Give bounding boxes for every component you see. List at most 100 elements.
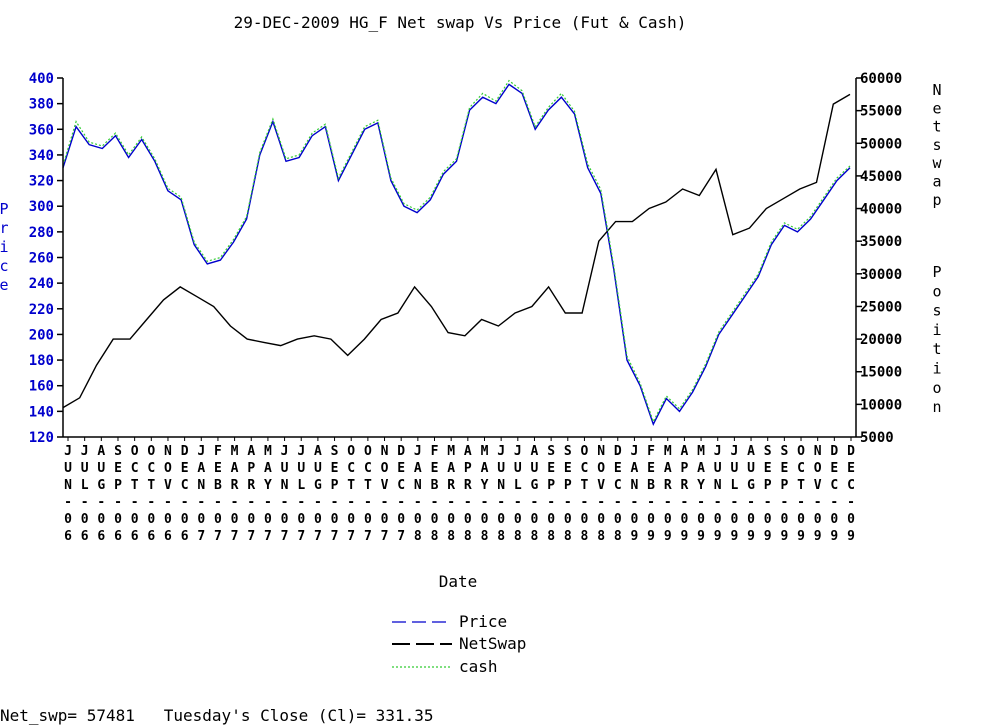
x-tick-label: MAY 0 9 - [697, 444, 705, 544]
x-tick-char: 0 [164, 512, 172, 527]
x-tick-label: JUN 0 6 - [64, 444, 72, 544]
x-tick-char: C [397, 478, 405, 493]
x-tick-char: 0 [531, 512, 539, 527]
x-tick-label: APR 0 8 - [464, 444, 472, 544]
x-tick-char: C [131, 461, 139, 476]
x-tick-char: E [780, 461, 788, 476]
series-line-price [62, 83, 851, 426]
x-tick-char: E [830, 461, 838, 476]
x-tick-label: SEP 0 8 - [564, 444, 572, 544]
x-tick-char: P [464, 461, 472, 476]
x-tick-char: 9 [830, 529, 838, 544]
x-tick-char: 0 [597, 512, 605, 527]
x-tick-char: E [431, 461, 439, 476]
x-tick-char: 9 [680, 529, 688, 544]
x-tick-separator: - [381, 495, 389, 510]
x-tick-label: MAR 0 7 - [231, 444, 239, 544]
x-tick-label: NOV 0 7 - [381, 444, 389, 544]
y-label-left-char: r [0, 219, 9, 237]
x-tick-char: 0 [97, 512, 105, 527]
x-tick-char: A [464, 444, 472, 459]
legend-label-price: Price [459, 612, 507, 631]
x-tick-char: R [664, 478, 672, 493]
x-tick-label: JUL 0 6 - [81, 444, 89, 544]
x-tick-char: E [547, 461, 555, 476]
x-tick-separator: - [347, 495, 355, 510]
x-tick-char: 0 [481, 512, 489, 527]
x-tick-separator: - [847, 495, 855, 510]
x-tick-char: B [431, 478, 439, 493]
y-tick-label-right: 60000 [860, 71, 902, 87]
y-tick-label-left: 120 [29, 430, 54, 446]
x-tick-char: U [730, 461, 738, 476]
x-tick-char: 0 [564, 512, 572, 527]
y-tick-label-left: 160 [29, 379, 54, 395]
x-tick-char: 0 [614, 512, 622, 527]
x-tick-char: E [114, 461, 122, 476]
x-tick-label: FEB 0 8 - [431, 444, 439, 544]
y-tick-label-left: 200 [29, 327, 54, 343]
x-tick-char: A [481, 461, 489, 476]
x-tick-char: 0 [631, 512, 639, 527]
x-tick-char: O [347, 444, 355, 459]
y-axis-left: 120 140 160 180 200 220 240 260 280 300 320 340 360 3… [29, 71, 64, 446]
x-tick-label: AUG 0 9 - [747, 444, 755, 544]
y-tick-label-left: 240 [29, 276, 54, 292]
y-tick-label-right: 10000 [860, 397, 902, 413]
x-tick-separator: - [64, 495, 72, 510]
y-label-right-char: s [932, 302, 941, 320]
x-tick-char: T [147, 478, 155, 493]
x-tick-char: 9 [697, 529, 705, 544]
x-tick-label: SEP 0 6 - [114, 444, 122, 544]
y-tick-label-left: 260 [29, 251, 54, 267]
x-tick-char: M [697, 444, 705, 459]
x-tick-char: O [381, 461, 389, 476]
x-tick-char: 8 [497, 529, 505, 544]
x-tick-char: 0 [197, 512, 205, 527]
x-tick-char: U [714, 461, 722, 476]
x-tick-char: 0 [297, 512, 305, 527]
x-tick-label: DEC 0 7 - [397, 444, 405, 544]
y-tick-label-left: 280 [29, 225, 54, 241]
x-tick-char: A [531, 444, 539, 459]
x-tick-separator: - [197, 495, 205, 510]
x-tick-char: D [614, 444, 622, 459]
x-tick-char: J [414, 444, 422, 459]
x-tick-separator: - [414, 495, 422, 510]
x-tick-label: MAY 0 8 - [481, 444, 489, 544]
y-axis-right: 5000 10000 15000 20000 25000 30000 35000 40000 4… [855, 71, 902, 446]
x-tick-label: DEC 0 9 - [847, 444, 855, 544]
x-tick-label: JUN 0 9 - [714, 444, 722, 544]
x-tick-char: D [847, 444, 855, 459]
series-line-cash [62, 79, 851, 424]
y-tick-label-right: 15000 [860, 365, 902, 381]
x-tick-separator: - [780, 495, 788, 510]
x-tick-char: T [581, 478, 589, 493]
x-tick-char: 8 [614, 529, 622, 544]
x-tick-char: 7 [231, 529, 239, 544]
x-tick-separator: - [564, 495, 572, 510]
x-tick-char: R [447, 478, 455, 493]
x-tick-char: C [614, 478, 622, 493]
x-tick-label: MAR 0 8 - [447, 444, 455, 544]
x-tick-separator: - [680, 495, 688, 510]
x-tick-char: D [397, 444, 405, 459]
x-tick-char: O [597, 461, 605, 476]
y-tick-label-right: 25000 [860, 299, 902, 315]
x-tick-char: S [764, 444, 772, 459]
x-tick-separator: - [81, 495, 89, 510]
x-tick-char: R [464, 478, 472, 493]
x-tick-label: FEB 0 7 - [214, 444, 222, 544]
x-tick-char: M [447, 444, 455, 459]
y-label-right-char: o [932, 379, 941, 397]
x-tick-char: 0 [181, 512, 189, 527]
x-tick-char: C [847, 478, 855, 493]
x-tick-char: 9 [714, 529, 722, 544]
x-tick-separator: - [447, 495, 455, 510]
x-tick-char: 0 [264, 512, 272, 527]
x-tick-char: 8 [581, 529, 589, 544]
x-tick-separator: - [297, 495, 305, 510]
x-tick-char: 0 [281, 512, 289, 527]
y-tick-label-right: 5000 [860, 430, 894, 446]
